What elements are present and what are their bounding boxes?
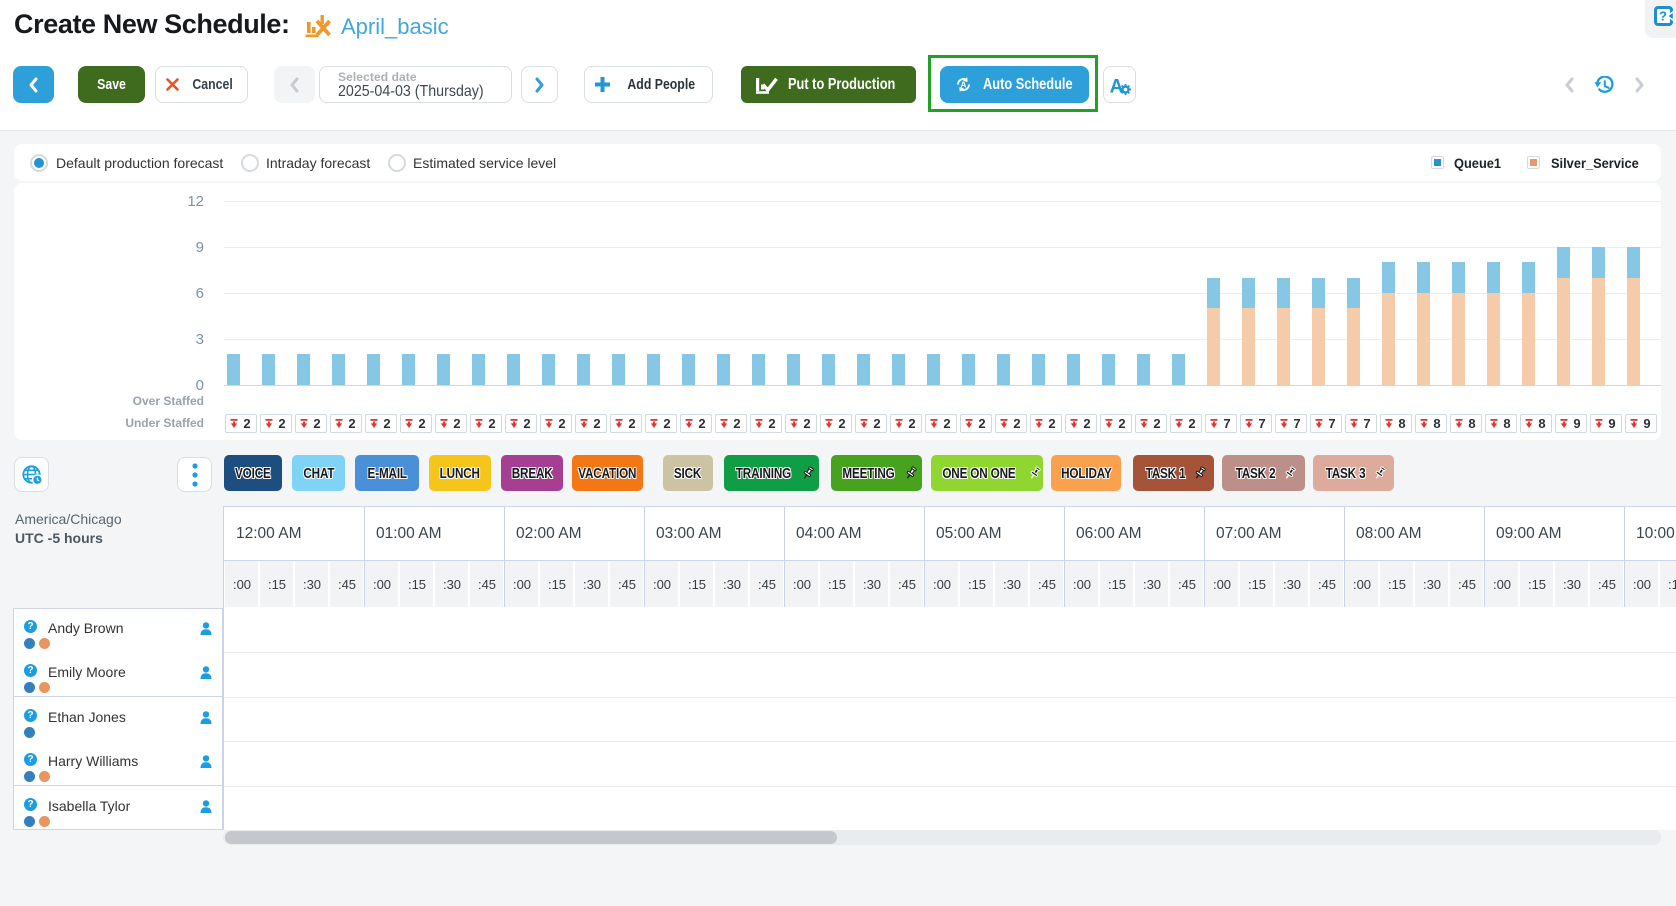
svg-text:?: ? <box>1659 9 1667 24</box>
svg-text:A: A <box>1109 76 1123 96</box>
svg-text:A: A <box>960 79 966 89</box>
